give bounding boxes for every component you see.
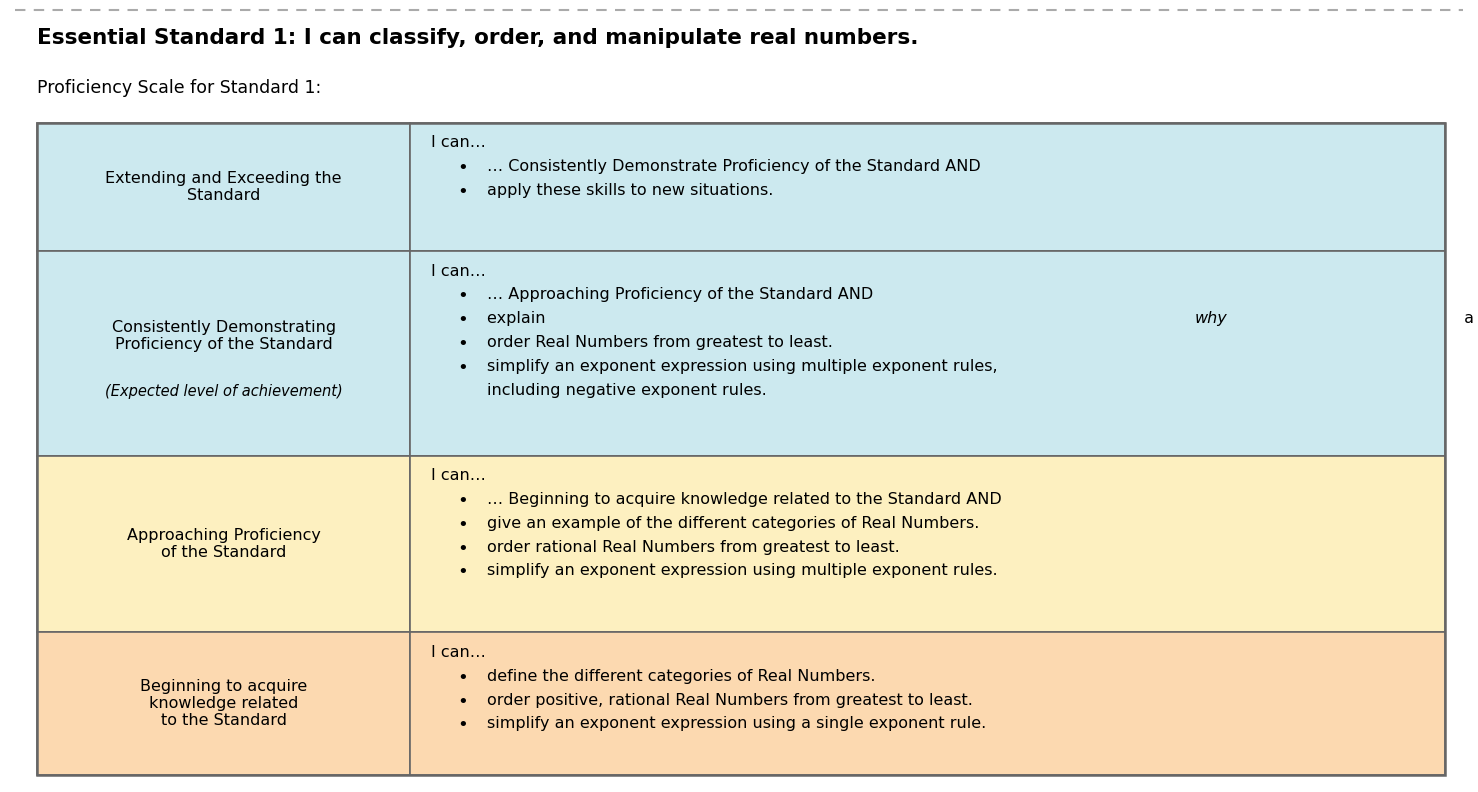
Bar (411, 251, 1445, 455)
Text: simplify an exponent expression using multiple exponent rules.: simplify an exponent expression using mu… (488, 563, 998, 578)
Text: •: • (458, 563, 469, 581)
Text: Approaching Proficiency
of the Standard: Approaching Proficiency of the Standard (127, 527, 321, 560)
Text: •: • (458, 693, 469, 710)
Text: Extending and Exceeding the
Standard: Extending and Exceeding the Standard (105, 171, 341, 203)
Text: •: • (458, 492, 469, 510)
Text: I can…: I can… (432, 468, 486, 483)
Bar (37, 123, 411, 251)
Bar (411, 123, 1445, 251)
Text: Essential Standard 1: I can classify, order, and manipulate real numbers.: Essential Standard 1: I can classify, or… (37, 28, 918, 48)
Text: explain: explain (488, 311, 551, 326)
Text: order Real Numbers from greatest to least.: order Real Numbers from greatest to leas… (488, 335, 834, 350)
Text: define the different categories of Real Numbers.: define the different categories of Real … (488, 669, 875, 683)
Text: •: • (458, 335, 469, 353)
Text: •: • (458, 359, 469, 377)
Text: why: why (1194, 311, 1227, 326)
Text: Consistently Demonstrating
Proficiency of the Standard: Consistently Demonstrating Proficiency o… (111, 320, 336, 352)
Text: including negative exponent rules.: including negative exponent rules. (488, 383, 767, 398)
Text: simplify an exponent expression using a single exponent rule.: simplify an exponent expression using a … (488, 717, 986, 731)
Text: Proficiency Scale for Standard 1:: Proficiency Scale for Standard 1: (37, 79, 321, 97)
Text: I can…: I can… (432, 645, 486, 660)
Text: I can…: I can… (432, 264, 486, 279)
Bar (37, 455, 411, 633)
Bar (411, 455, 1445, 633)
Text: •: • (458, 516, 469, 534)
Bar (37, 251, 411, 455)
Text: •: • (458, 669, 469, 687)
Text: •: • (458, 287, 469, 306)
Text: •: • (458, 717, 469, 734)
Text: •: • (458, 183, 469, 201)
Bar (37, 123, 1445, 775)
Text: (Expected level of achievement): (Expected level of achievement) (105, 384, 343, 399)
Text: Beginning to acquire
knowledge related
to the Standard: Beginning to acquire knowledge related t… (140, 679, 307, 729)
Bar (37, 633, 411, 775)
Text: •: • (458, 539, 469, 558)
Text: I can…: I can… (432, 135, 486, 150)
Text: give an example of the different categories of Real Numbers.: give an example of the different categor… (488, 516, 980, 531)
Text: apply these skills to new situations.: apply these skills to new situations. (488, 183, 773, 198)
Text: order rational Real Numbers from greatest to least.: order rational Real Numbers from greates… (488, 539, 900, 554)
Text: •: • (458, 159, 469, 177)
Text: … Beginning to acquire knowledge related to the Standard AND: … Beginning to acquire knowledge related… (488, 492, 1002, 507)
Bar (411, 633, 1445, 775)
Text: … Consistently Demonstrate Proficiency of the Standard AND: … Consistently Demonstrate Proficiency o… (488, 159, 981, 174)
Text: •: • (458, 311, 469, 329)
Text: a Real Number belongs in a specific category.: a Real Number belongs in a specific cate… (1459, 311, 1478, 326)
Text: order positive, rational Real Numbers from greatest to least.: order positive, rational Real Numbers fr… (488, 693, 973, 707)
Text: … Approaching Proficiency of the Standard AND: … Approaching Proficiency of the Standar… (488, 287, 873, 303)
Text: simplify an exponent expression using multiple exponent rules,: simplify an exponent expression using mu… (488, 359, 998, 374)
